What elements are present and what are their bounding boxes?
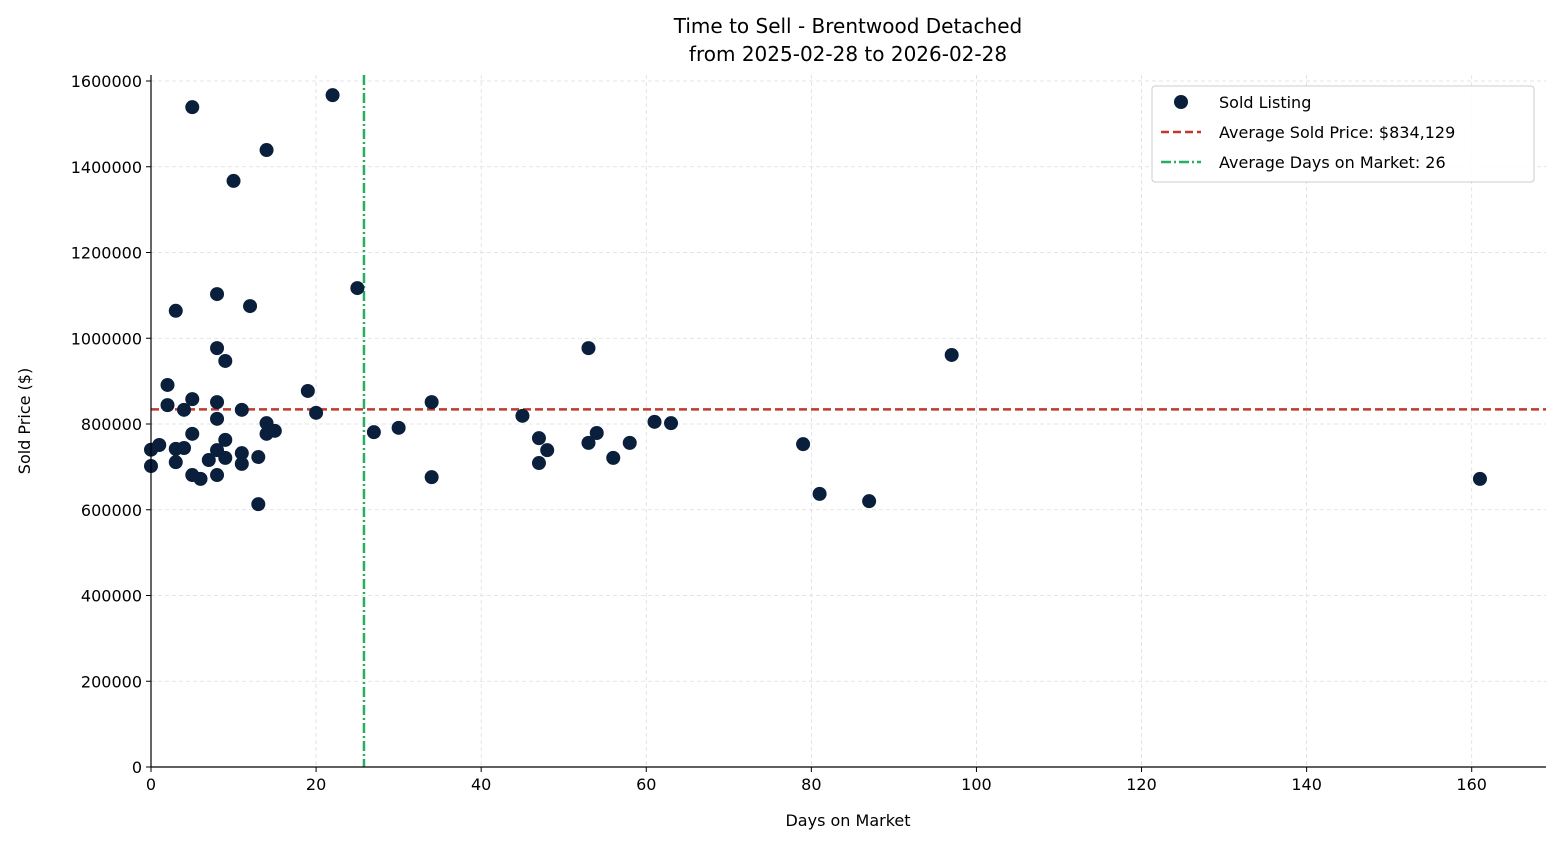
data-point bbox=[251, 450, 266, 465]
data-point bbox=[177, 441, 192, 456]
data-point bbox=[664, 416, 679, 431]
y-tick-label: 1400000 bbox=[71, 158, 142, 177]
data-point bbox=[177, 402, 192, 417]
data-point bbox=[259, 143, 274, 158]
y-tick-label: 200000 bbox=[81, 672, 142, 691]
data-point bbox=[1472, 471, 1487, 486]
data-point bbox=[300, 383, 315, 398]
data-point bbox=[581, 435, 596, 450]
data-point bbox=[210, 411, 225, 426]
data-point bbox=[160, 377, 175, 392]
data-point bbox=[862, 494, 877, 509]
data-point bbox=[210, 341, 225, 356]
x-tick-label: 100 bbox=[961, 775, 992, 794]
x-tick-label: 160 bbox=[1456, 775, 1487, 794]
legend: Sold Listing Average Sold Price: $834,12… bbox=[1151, 85, 1535, 183]
x-tick-label: 120 bbox=[1126, 775, 1157, 794]
y-tick-label: 0 bbox=[132, 758, 142, 777]
data-point bbox=[210, 395, 225, 410]
data-point bbox=[589, 426, 604, 441]
y-tick-label: 600000 bbox=[81, 501, 142, 520]
axes: 0 20 40 60 80 100 120 140 160 0 200000 400000 600000… bbox=[71, 72, 1546, 794]
data-point bbox=[581, 341, 596, 356]
data-point bbox=[226, 173, 241, 188]
data-point bbox=[796, 437, 811, 452]
data-point bbox=[944, 347, 959, 362]
x-tick-label: 60 bbox=[636, 775, 656, 794]
x-tick-label: 20 bbox=[306, 775, 326, 794]
chart-subtitle: from 2025-02-28 to 2026-02-28 bbox=[689, 42, 1007, 66]
y-tick-label: 1000000 bbox=[71, 329, 142, 348]
x-axis-label: Days on Market bbox=[785, 811, 910, 830]
x-tick-label: 0 bbox=[146, 775, 156, 794]
y-axis-label: Sold Price ($) bbox=[15, 368, 34, 474]
data-point bbox=[234, 446, 249, 461]
data-point bbox=[391, 420, 406, 435]
data-point bbox=[218, 450, 233, 465]
y-tick-label: 1200000 bbox=[71, 244, 142, 263]
data-points bbox=[144, 88, 1487, 512]
x-tick-label: 140 bbox=[1291, 775, 1322, 794]
x-tick-label: 80 bbox=[801, 775, 821, 794]
data-point bbox=[540, 443, 555, 458]
data-point bbox=[218, 432, 233, 447]
legend-label-sold: Sold Listing bbox=[1219, 93, 1311, 112]
data-point bbox=[152, 438, 167, 453]
chart-title: Time to Sell - Brentwood Detached bbox=[673, 14, 1022, 38]
data-point bbox=[531, 456, 546, 471]
legend-marker-sold bbox=[1174, 95, 1188, 109]
data-point bbox=[515, 408, 530, 423]
data-point bbox=[185, 426, 200, 441]
data-point bbox=[267, 423, 282, 438]
legend-label-avg-price: Average Sold Price: $834,129 bbox=[1219, 123, 1455, 142]
data-point bbox=[210, 287, 225, 302]
x-tick-label: 40 bbox=[471, 775, 491, 794]
data-point bbox=[251, 497, 266, 512]
data-point bbox=[622, 435, 637, 450]
data-point bbox=[218, 353, 233, 368]
data-point bbox=[812, 486, 827, 501]
data-point bbox=[243, 299, 258, 314]
data-point bbox=[531, 431, 546, 446]
data-point bbox=[606, 450, 621, 465]
legend-box bbox=[1151, 85, 1535, 183]
y-tick-label: 800000 bbox=[81, 415, 142, 434]
reference-lines bbox=[151, 75, 1546, 767]
data-point bbox=[193, 471, 208, 486]
data-point bbox=[168, 303, 183, 318]
y-tick-label: 400000 bbox=[81, 587, 142, 606]
data-point bbox=[424, 395, 439, 410]
data-point bbox=[234, 456, 249, 471]
data-point bbox=[185, 100, 200, 115]
data-point bbox=[168, 455, 183, 470]
y-tick-label: 1600000 bbox=[71, 72, 142, 91]
data-point bbox=[234, 402, 249, 417]
data-point bbox=[350, 281, 365, 296]
data-point bbox=[309, 405, 324, 420]
data-point bbox=[160, 398, 175, 413]
data-point bbox=[366, 425, 381, 440]
data-point bbox=[325, 88, 340, 103]
data-point bbox=[201, 453, 216, 468]
data-point bbox=[210, 468, 225, 483]
data-point bbox=[424, 470, 439, 485]
data-point bbox=[647, 414, 662, 429]
legend-label-avg-days: Average Days on Market: 26 bbox=[1219, 153, 1446, 172]
data-point bbox=[185, 392, 200, 407]
